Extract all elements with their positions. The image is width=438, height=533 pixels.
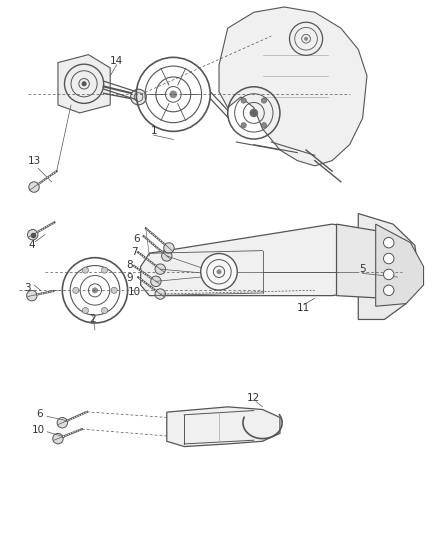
Polygon shape [141, 224, 385, 296]
Circle shape [162, 251, 172, 261]
Circle shape [241, 123, 246, 128]
Text: 10: 10 [127, 287, 141, 297]
Circle shape [57, 417, 67, 428]
Circle shape [384, 253, 394, 264]
Polygon shape [336, 224, 402, 298]
Text: 4: 4 [28, 240, 35, 251]
Circle shape [73, 287, 79, 293]
Circle shape [164, 243, 174, 253]
Text: 5: 5 [359, 264, 366, 274]
Polygon shape [376, 224, 424, 306]
Circle shape [53, 433, 63, 444]
Circle shape [155, 289, 166, 299]
Circle shape [261, 123, 267, 128]
Polygon shape [358, 214, 419, 319]
Text: 10: 10 [32, 425, 45, 434]
Circle shape [151, 276, 161, 287]
Text: 11: 11 [297, 303, 311, 313]
Text: 2: 2 [89, 314, 96, 325]
Circle shape [82, 267, 88, 273]
Circle shape [217, 270, 221, 274]
Polygon shape [167, 407, 280, 447]
Circle shape [82, 82, 86, 86]
Text: 12: 12 [247, 393, 261, 403]
Text: 6: 6 [36, 409, 43, 419]
Circle shape [27, 290, 37, 301]
Circle shape [384, 269, 394, 280]
Circle shape [82, 308, 88, 313]
Text: 9: 9 [127, 272, 133, 282]
Circle shape [92, 288, 98, 293]
Text: 1: 1 [150, 126, 157, 136]
Circle shape [131, 89, 146, 105]
Polygon shape [58, 55, 110, 113]
Circle shape [261, 98, 267, 103]
Circle shape [102, 267, 108, 273]
Circle shape [241, 98, 246, 103]
Text: 7: 7 [131, 247, 138, 257]
Circle shape [170, 91, 177, 98]
Text: 14: 14 [110, 56, 124, 66]
Text: 3: 3 [24, 282, 31, 293]
Circle shape [111, 287, 117, 293]
Circle shape [250, 109, 258, 117]
Text: 13: 13 [28, 156, 41, 166]
Circle shape [304, 37, 308, 41]
Circle shape [155, 264, 166, 274]
Circle shape [384, 237, 394, 248]
Circle shape [28, 230, 38, 240]
Circle shape [29, 182, 39, 192]
Text: 6: 6 [133, 234, 140, 244]
Circle shape [384, 285, 394, 296]
Polygon shape [219, 7, 367, 166]
Circle shape [102, 308, 108, 313]
Circle shape [201, 254, 237, 290]
Text: 8: 8 [127, 260, 133, 270]
